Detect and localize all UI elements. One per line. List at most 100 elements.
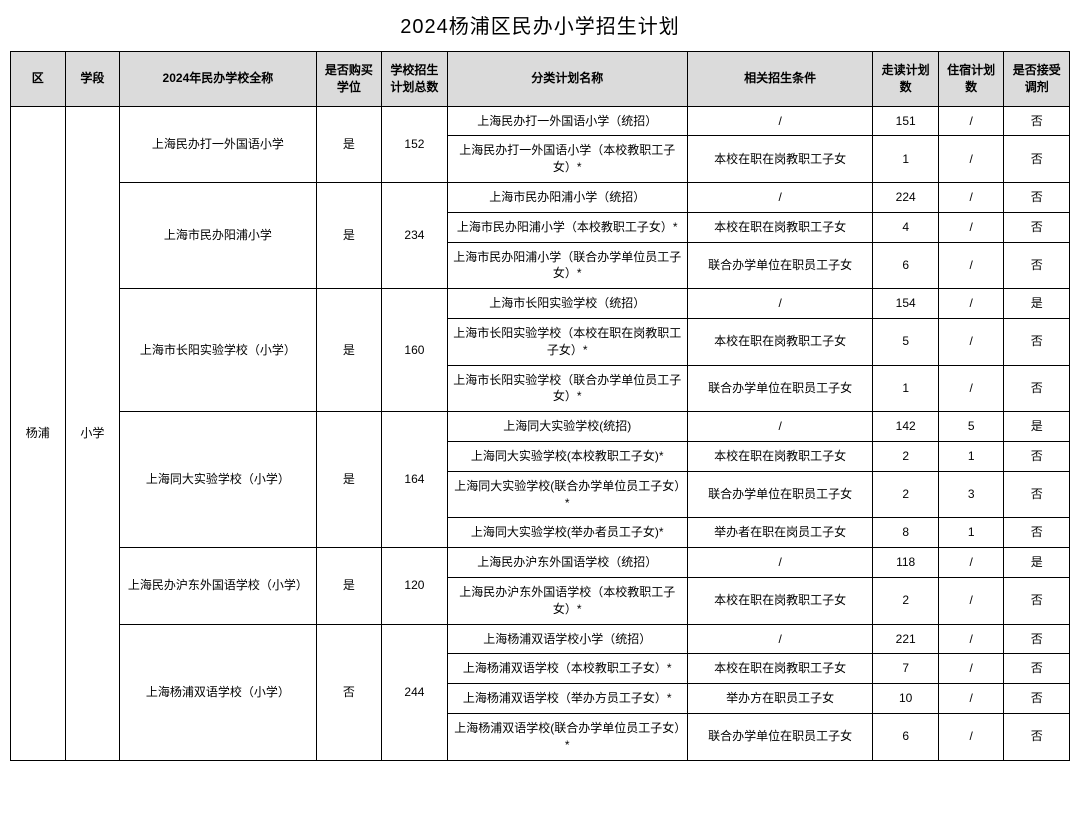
- cell-day: 151: [873, 106, 939, 136]
- cell-day: 10: [873, 684, 939, 714]
- cell-condition: 本校在职在岗教职工子女: [687, 136, 873, 183]
- cell-adjust: 否: [1004, 318, 1070, 365]
- cell-adjust: 否: [1004, 471, 1070, 518]
- cell-condition: /: [687, 412, 873, 442]
- cell-board: /: [938, 713, 1004, 760]
- table-row: 上海市长阳实验学校（小学）是160上海市长阳实验学校（统招）/154/是: [11, 289, 1070, 319]
- cell-day: 2: [873, 577, 939, 624]
- header-district: 区: [11, 52, 66, 107]
- cell-day: 8: [873, 518, 939, 548]
- cell-condition: /: [687, 624, 873, 654]
- cell-adjust: 否: [1004, 365, 1070, 412]
- header-school: 2024年民办学校全称: [120, 52, 317, 107]
- header-total: 学校招生计划总数: [382, 52, 448, 107]
- table-row: 上海民办沪东外国语学校（小学）是120上海民办沪东外国语学校（统招）/118/是: [11, 548, 1070, 578]
- cell-board: /: [938, 106, 1004, 136]
- table-row: 上海杨浦双语学校（小学）否244上海杨浦双语学校小学（统招）/221/否: [11, 624, 1070, 654]
- cell-adjust: 否: [1004, 684, 1070, 714]
- cell-condition: 举办方在职员工子女: [687, 684, 873, 714]
- cell-adjust: 否: [1004, 242, 1070, 289]
- table-row: 杨浦小学上海民办打一外国语小学是152上海民办打一外国语小学（统招）/151/否: [11, 106, 1070, 136]
- cell-day: 224: [873, 182, 939, 212]
- cell-plan-name: 上海民办打一外国语小学（本校教职工子女）*: [447, 136, 687, 183]
- header-stage: 学段: [65, 52, 120, 107]
- cell-purchase: 是: [316, 182, 382, 288]
- cell-school-name: 上海市长阳实验学校（小学）: [120, 289, 317, 412]
- header-plan-name: 分类计划名称: [447, 52, 687, 107]
- cell-purchase: 否: [316, 624, 382, 760]
- cell-adjust: 否: [1004, 136, 1070, 183]
- cell-plan-name: 上海市民办阳浦小学（本校教职工子女）*: [447, 212, 687, 242]
- cell-condition: /: [687, 182, 873, 212]
- cell-day: 221: [873, 624, 939, 654]
- table-header-row: 区 学段 2024年民办学校全称 是否购买学位 学校招生计划总数 分类计划名称 …: [11, 52, 1070, 107]
- cell-day: 2: [873, 471, 939, 518]
- cell-purchase: 是: [316, 412, 382, 548]
- cell-day: 154: [873, 289, 939, 319]
- cell-board: /: [938, 577, 1004, 624]
- cell-adjust: 否: [1004, 212, 1070, 242]
- page-title: 2024杨浦区民办小学招生计划: [10, 10, 1070, 39]
- cell-board: /: [938, 548, 1004, 578]
- header-adjust: 是否接受调剂: [1004, 52, 1070, 107]
- cell-plan-name: 上海市民办阳浦小学（统招）: [447, 182, 687, 212]
- cell-board: /: [938, 182, 1004, 212]
- cell-condition: 本校在职在岗教职工子女: [687, 212, 873, 242]
- cell-condition: 联合办学单位在职员工子女: [687, 713, 873, 760]
- header-day: 走读计划数: [873, 52, 939, 107]
- cell-plan-name: 上海民办打一外国语小学（统招）: [447, 106, 687, 136]
- cell-plan-name: 上海同大实验学校(本校教职工子女)*: [447, 441, 687, 471]
- cell-condition: /: [687, 289, 873, 319]
- cell-plan-name: 上海同大实验学校(统招): [447, 412, 687, 442]
- cell-adjust: 否: [1004, 624, 1070, 654]
- enrollment-table: 区 学段 2024年民办学校全称 是否购买学位 学校招生计划总数 分类计划名称 …: [10, 51, 1070, 761]
- table-row: 上海市民办阳浦小学是234上海市民办阳浦小学（统招）/224/否: [11, 182, 1070, 212]
- cell-school-name: 上海同大实验学校（小学）: [120, 412, 317, 548]
- cell-adjust: 是: [1004, 289, 1070, 319]
- cell-board: 5: [938, 412, 1004, 442]
- cell-total: 244: [382, 624, 448, 760]
- cell-board: /: [938, 654, 1004, 684]
- cell-total: 164: [382, 412, 448, 548]
- cell-board: 1: [938, 518, 1004, 548]
- cell-condition: /: [687, 548, 873, 578]
- cell-purchase: 是: [316, 548, 382, 624]
- cell-adjust: 否: [1004, 106, 1070, 136]
- cell-board: /: [938, 365, 1004, 412]
- cell-day: 7: [873, 654, 939, 684]
- cell-plan-name: 上海杨浦双语学校(联合办学单位员工子女）*: [447, 713, 687, 760]
- cell-school-name: 上海杨浦双语学校（小学）: [120, 624, 317, 760]
- cell-plan-name: 上海市长阳实验学校（统招）: [447, 289, 687, 319]
- cell-stage: 小学: [65, 106, 120, 760]
- cell-condition: 本校在职在岗教职工子女: [687, 577, 873, 624]
- cell-plan-name: 上海同大实验学校(联合办学单位员工子女）*: [447, 471, 687, 518]
- cell-adjust: 是: [1004, 548, 1070, 578]
- cell-plan-name: 上海杨浦双语学校（举办方员工子女）*: [447, 684, 687, 714]
- cell-condition: 本校在职在岗教职工子女: [687, 318, 873, 365]
- cell-board: /: [938, 242, 1004, 289]
- cell-total: 120: [382, 548, 448, 624]
- cell-plan-name: 上海市民办阳浦小学（联合办学单位员工子女）*: [447, 242, 687, 289]
- cell-day: 1: [873, 136, 939, 183]
- cell-condition: 本校在职在岗教职工子女: [687, 654, 873, 684]
- cell-school-name: 上海市民办阳浦小学: [120, 182, 317, 288]
- cell-total: 152: [382, 106, 448, 182]
- cell-board: /: [938, 684, 1004, 714]
- cell-condition: 联合办学单位在职员工子女: [687, 365, 873, 412]
- cell-condition: 举办者在职在岗员工子女: [687, 518, 873, 548]
- header-purchase: 是否购买学位: [316, 52, 382, 107]
- cell-condition: /: [687, 106, 873, 136]
- header-condition: 相关招生条件: [687, 52, 873, 107]
- cell-board: /: [938, 136, 1004, 183]
- cell-adjust: 否: [1004, 713, 1070, 760]
- cell-purchase: 是: [316, 289, 382, 412]
- cell-total: 160: [382, 289, 448, 412]
- header-board: 住宿计划数: [938, 52, 1004, 107]
- cell-day: 2: [873, 441, 939, 471]
- cell-total: 234: [382, 182, 448, 288]
- cell-adjust: 否: [1004, 518, 1070, 548]
- cell-adjust: 否: [1004, 182, 1070, 212]
- cell-day: 6: [873, 713, 939, 760]
- cell-plan-name: 上海同大实验学校(举办者员工子女)*: [447, 518, 687, 548]
- cell-district: 杨浦: [11, 106, 66, 760]
